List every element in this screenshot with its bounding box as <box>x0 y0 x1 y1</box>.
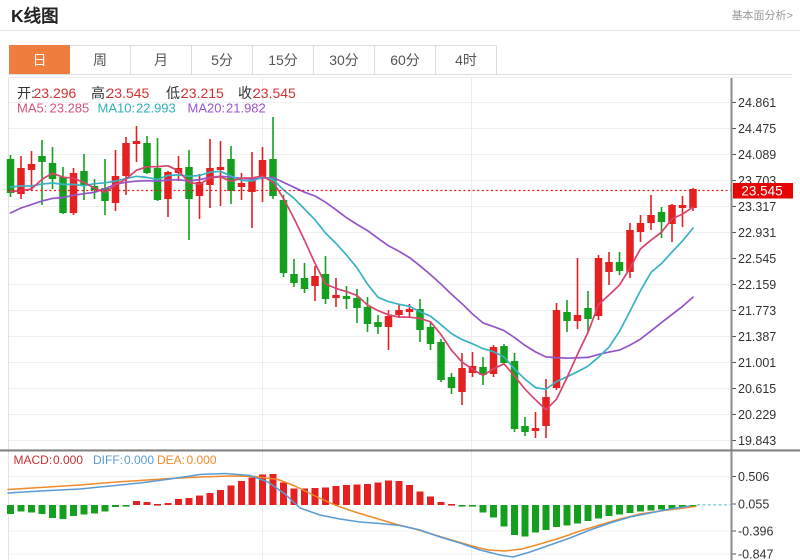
svg-text:0.000: 0.000 <box>187 453 217 467</box>
svg-text:21.387: 21.387 <box>738 330 776 344</box>
svg-text:0.000: 0.000 <box>124 453 154 467</box>
svg-text:MA20:: MA20: <box>188 101 226 116</box>
svg-text:20.229: 20.229 <box>738 408 776 422</box>
svg-text:21.773: 21.773 <box>738 304 776 318</box>
svg-text:23.545: 23.545 <box>107 85 150 101</box>
svg-text:-0.396: -0.396 <box>738 524 773 538</box>
svg-text:24.475: 24.475 <box>738 122 776 136</box>
svg-text:23.545: 23.545 <box>253 85 296 101</box>
svg-text:MA10:: MA10: <box>98 101 136 116</box>
svg-text:23.545: 23.545 <box>741 183 782 198</box>
svg-text:0.506: 0.506 <box>738 470 769 484</box>
svg-text:DIFF:: DIFF: <box>93 453 123 467</box>
svg-text:24.861: 24.861 <box>738 96 776 110</box>
svg-text:23.215: 23.215 <box>181 85 224 101</box>
svg-text:21.001: 21.001 <box>738 356 776 370</box>
svg-text:19.843: 19.843 <box>738 434 776 448</box>
svg-text:23.317: 23.317 <box>738 200 776 214</box>
svg-text:低:: 低: <box>166 85 184 101</box>
svg-text:-0.847: -0.847 <box>738 547 773 560</box>
svg-text:21.982: 21.982 <box>226 101 266 116</box>
svg-text:24.089: 24.089 <box>738 148 776 162</box>
svg-text:23.285: 23.285 <box>50 101 90 116</box>
svg-text:23.296: 23.296 <box>34 85 77 101</box>
svg-text:22.545: 22.545 <box>738 252 776 266</box>
svg-text:0.055: 0.055 <box>738 497 769 511</box>
svg-text:开:: 开: <box>17 85 35 101</box>
svg-text:20.615: 20.615 <box>738 382 776 396</box>
svg-text:MACD:: MACD: <box>14 453 53 467</box>
svg-text:DEA:: DEA: <box>157 453 185 467</box>
svg-text:MA5:: MA5: <box>17 101 47 116</box>
svg-text:收:: 收: <box>238 85 256 101</box>
svg-text:高:: 高: <box>91 85 109 101</box>
svg-text:22.159: 22.159 <box>738 278 776 292</box>
svg-text:22.993: 22.993 <box>136 101 176 116</box>
svg-text:22.931: 22.931 <box>738 226 776 240</box>
svg-text:0.000: 0.000 <box>53 453 83 467</box>
